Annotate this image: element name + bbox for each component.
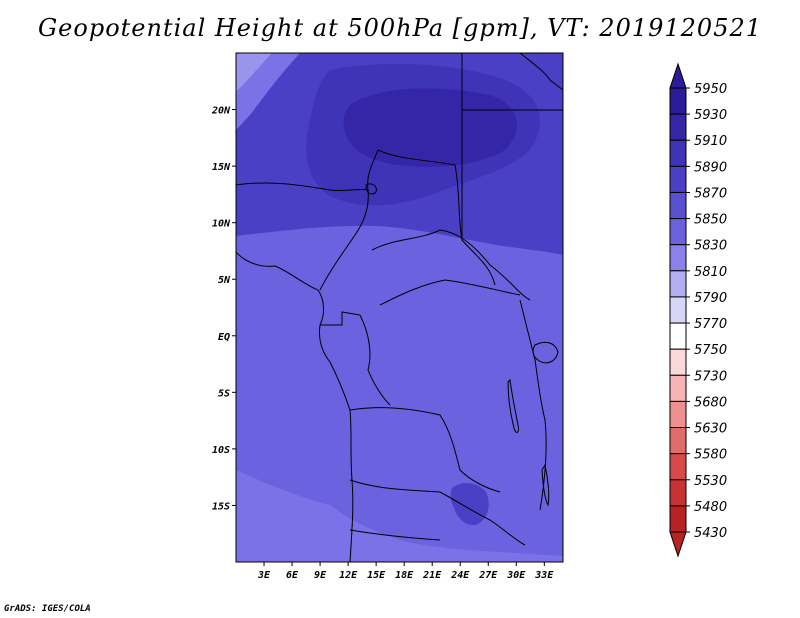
- nigeria-cameroon-border: [319, 149, 379, 291]
- colorbar-label: 5890: [694, 160, 727, 175]
- country-borders: [236, 53, 563, 562]
- gabon-border: [320, 311, 361, 326]
- car-border: [371, 229, 531, 301]
- colorbar-bottom-arrow: [669, 531, 687, 558]
- y-tick-label: 5N: [218, 275, 231, 286]
- field-5850-south: [236, 470, 563, 562]
- y-tick-label: 15S: [212, 501, 230, 512]
- colorbar-label: 5910: [694, 134, 727, 149]
- colorbar-label: 5950: [694, 82, 727, 97]
- colorbar-segment: [669, 322, 687, 350]
- colorbar: 5950 5930 5910 5890 5870 5850 5830 5810 5790 5770…: [669, 62, 727, 558]
- field-5930-core: [343, 88, 517, 167]
- colorbar-segment: [669, 374, 687, 402]
- y-tick-label: 10N: [212, 219, 231, 230]
- lake-victoria: [532, 341, 559, 364]
- y-tick-label: 5S: [218, 388, 230, 399]
- colorbar-segment: [669, 218, 687, 246]
- colorbar-segment: [669, 427, 687, 455]
- colorbar-segment: [669, 87, 687, 115]
- colorbar-segment: [669, 348, 687, 376]
- colorbar-label: 5730: [694, 369, 727, 384]
- lake-malawi: [541, 463, 550, 507]
- colorbar-segment: [669, 479, 687, 507]
- field-5850-nw-corner: [236, 53, 272, 92]
- colorbar-label: 5530: [694, 474, 727, 489]
- grads-credit: GrADS: IGES/COLA: [4, 604, 91, 614]
- colorbar-label: 5580: [694, 448, 727, 463]
- congo-border: [359, 314, 391, 406]
- x-tick-label: 30E: [506, 570, 526, 581]
- lake-tanganyika: [507, 378, 519, 433]
- drc-north-border: [379, 279, 521, 306]
- colorbar-label: 5830: [694, 239, 727, 254]
- east-africa-coast: [519, 299, 547, 511]
- colorbar-label: 5430: [694, 526, 727, 541]
- y-tick-label: 10S: [212, 445, 230, 456]
- colorbar-top-arrow: [669, 62, 687, 89]
- x-tick-label: 12E: [339, 570, 358, 581]
- colorbar-segment: [669, 270, 687, 298]
- colorbar-label: 5790: [694, 291, 727, 306]
- longitude-axis: 3E 6E 9E 12E 15E 18E 21E 24E 27E 30E 33E: [257, 562, 554, 581]
- x-tick-label: 6E: [286, 570, 299, 581]
- x-tick-label: 18E: [395, 570, 414, 581]
- x-tick-label: 24E: [450, 570, 470, 581]
- colorbar-label: 5810: [694, 265, 727, 280]
- x-tick-label: 27E: [478, 570, 498, 581]
- map-frame: [235, 52, 564, 563]
- colorbar-label: 5480: [694, 500, 727, 515]
- y-tick-label: 20N: [211, 106, 231, 117]
- height-field: [236, 53, 563, 562]
- colorbar-segment: [669, 244, 687, 272]
- colorbar-segment: [669, 113, 687, 141]
- colorbar-label: 5930: [694, 108, 727, 123]
- x-tick-label: 21E: [422, 570, 442, 581]
- x-tick-label: 3E: [257, 570, 271, 581]
- y-tick-label: 15N: [212, 162, 231, 173]
- lake-chad: [365, 183, 377, 195]
- latitude-axis: 20N 15N 10N 5N EQ 5S 10S 15S: [211, 106, 236, 512]
- red-sea-coast: [519, 53, 563, 91]
- colorbar-label: 5630: [694, 422, 727, 437]
- angola-border: [349, 479, 441, 493]
- colorbar-label: 5750: [694, 343, 727, 358]
- colorbar-label: 5680: [694, 395, 727, 410]
- colorbar-label: 5870: [694, 186, 727, 201]
- colorbar-segment: [669, 165, 687, 193]
- x-tick-label: 33E: [534, 570, 554, 581]
- colorbar-label: 5770: [694, 317, 727, 332]
- zambia-border: [439, 491, 526, 546]
- colorbar-segment: [669, 191, 687, 220]
- colorbar-segment: [669, 400, 687, 429]
- colorbar-segment: [669, 296, 687, 324]
- chart-title: Geopotential Height at 500hPa [gpm], VT:…: [38, 14, 762, 42]
- x-tick-label: 15E: [367, 570, 386, 581]
- colorbar-label: 5850: [694, 213, 727, 228]
- west-africa-coast: [236, 251, 354, 562]
- y-tick-label: EQ: [218, 332, 230, 343]
- namibia-border: [349, 529, 441, 541]
- chad-border: [377, 149, 496, 286]
- colorbar-segment: [669, 453, 687, 481]
- niger-mali-border: [236, 182, 369, 192]
- colorbar-segment: [669, 139, 687, 167]
- x-tick-label: 9E: [314, 570, 327, 581]
- colorbar-segment: [669, 505, 687, 533]
- drc-south-border: [349, 407, 501, 493]
